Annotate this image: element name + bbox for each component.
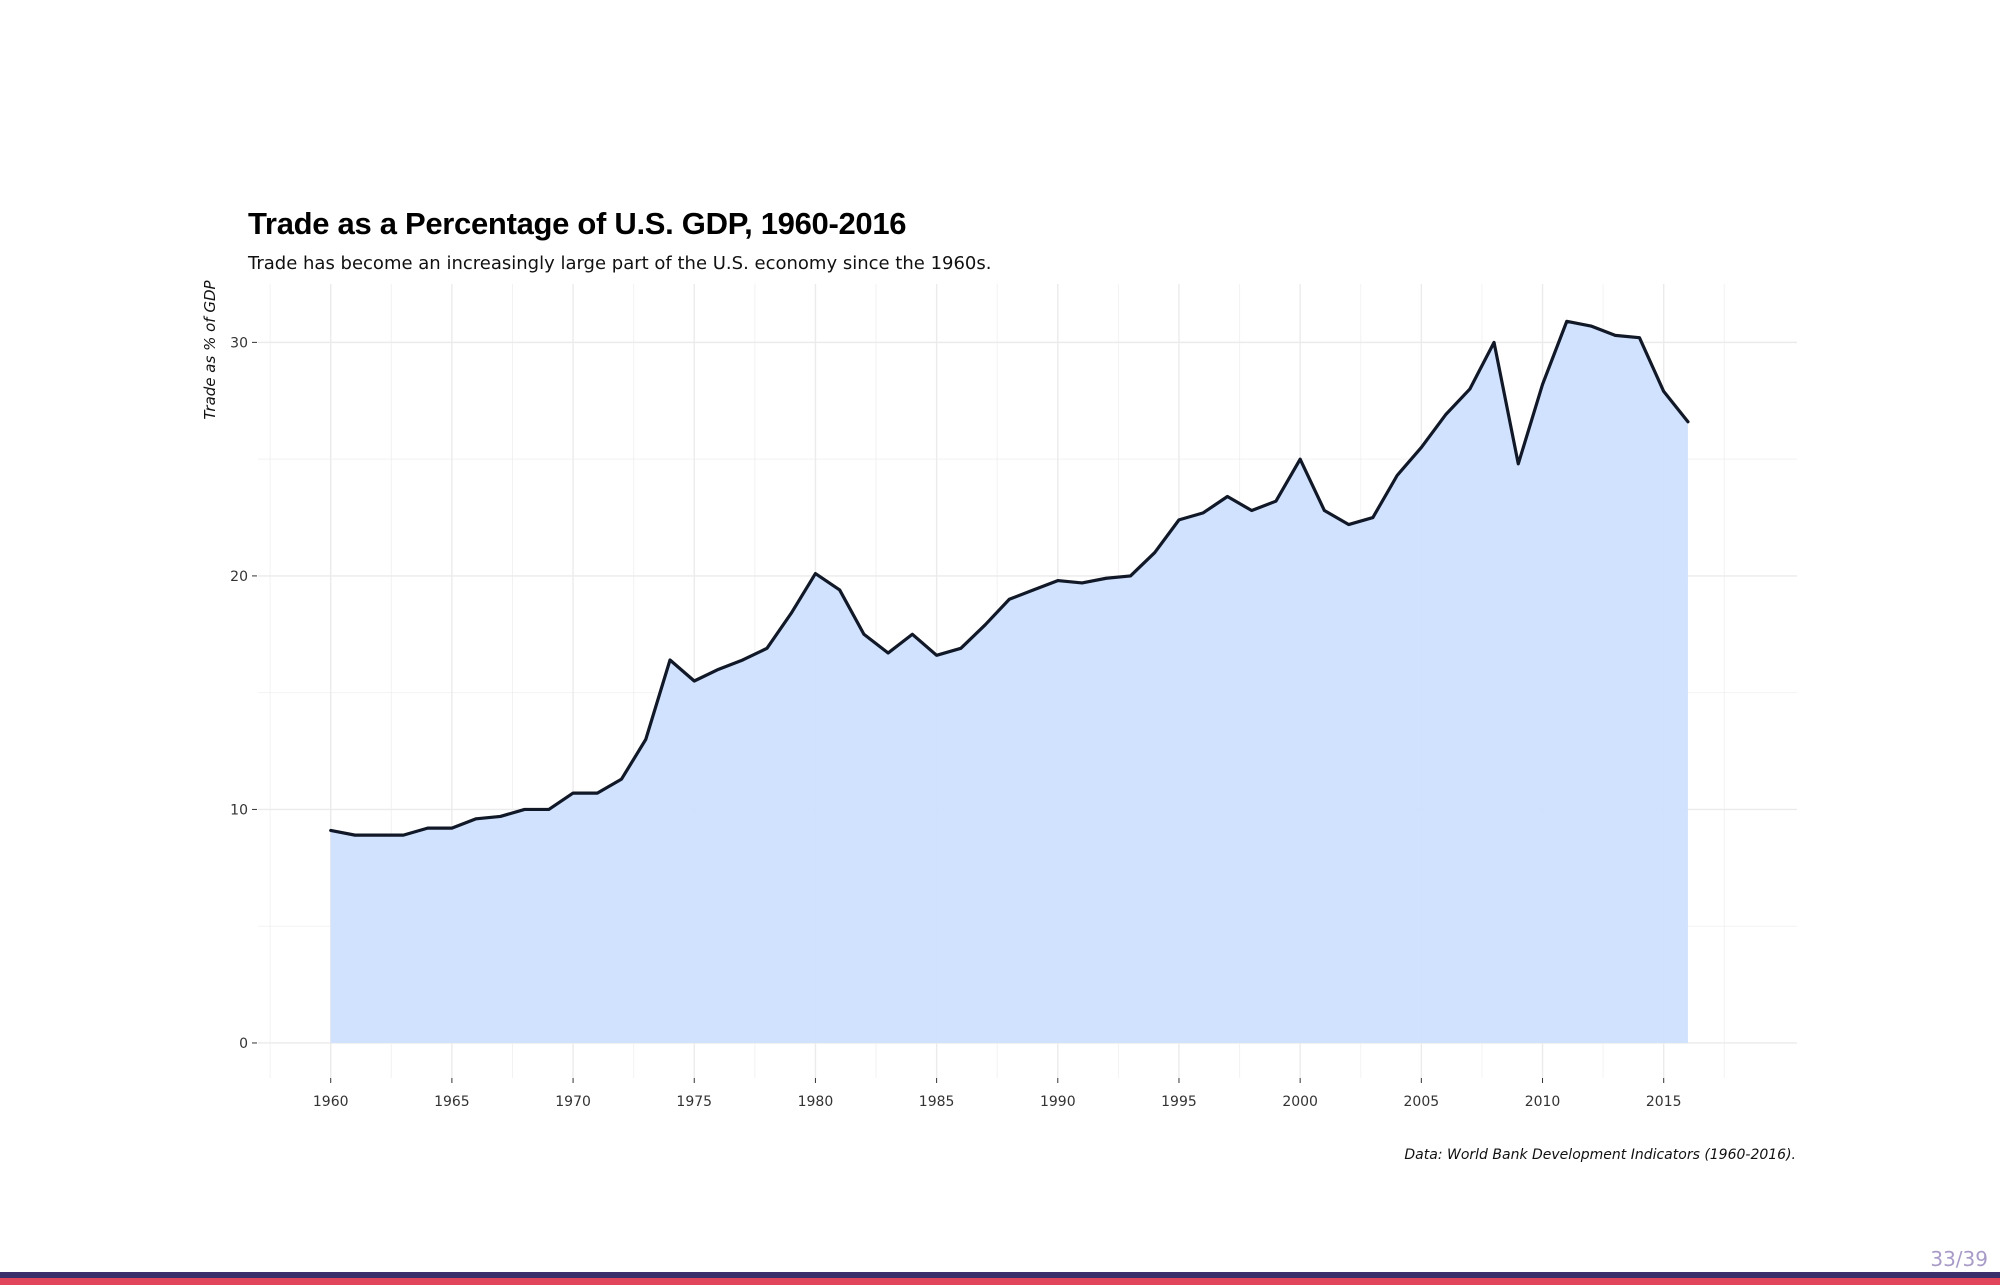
data-point [1347,523,1350,526]
area-layer [330,321,1688,1043]
data-point [450,826,454,830]
data-point [959,647,963,650]
x-tick-label: 1970 [555,1094,591,1110]
data-point [741,658,744,662]
data-point [717,668,720,671]
data-point [668,658,672,662]
data-point [644,738,647,741]
x-tick-label: 1980 [798,1094,834,1110]
data-point [1517,462,1520,466]
data-point [620,777,623,781]
data-point [1589,324,1593,328]
data-point [1056,579,1059,582]
data-point [1032,588,1035,592]
data-point [1177,518,1181,522]
data-point [1008,598,1011,601]
data-point [765,647,769,650]
data-point [377,833,381,837]
x-tick-label: 1990 [1040,1094,1076,1110]
data-point [911,633,914,636]
y-tick-label: 30 [230,335,248,351]
data-point [1080,581,1084,585]
data-point [596,791,599,795]
y-axis-title: Trade as % of GDP [201,279,219,419]
footer-accent-bar [0,1278,2000,1285]
y-tick-label: 20 [230,569,248,585]
data-point [474,817,478,820]
series-area [330,321,1688,1043]
data-point [571,791,575,795]
data-point [1468,387,1472,391]
x-tick-label: 1985 [919,1094,955,1110]
data-point [1444,413,1447,416]
y-tick-label: 0 [239,1036,248,1052]
data-point [862,633,866,636]
data-point [886,651,890,655]
x-tick-label: 1965 [434,1094,470,1110]
data-point [547,808,551,811]
data-point [1492,341,1496,344]
chart-subtitle: Trade has become an increasingly large p… [248,253,992,274]
data-point [1323,509,1326,512]
data-point [1202,511,1205,515]
data-point [1420,446,1423,449]
page-number: 33/39 [1930,1247,1988,1271]
x-tick-label: 2005 [1404,1094,1440,1110]
data-point [693,679,696,683]
data-point [499,815,502,818]
data-point [1250,509,1253,512]
data-point [789,612,793,615]
data-point [838,588,841,592]
data-point [1226,495,1229,498]
data-point [1541,383,1544,386]
x-tick-label: 1960 [313,1094,349,1110]
data-point [1395,474,1399,477]
chart-title: Trade as a Percentage of U.S. GDP, 1960-… [248,206,907,241]
chart-caption: Data: World Bank Development Indicators … [1404,1147,1796,1163]
data-point [523,808,526,811]
axes: 1960 1965 1970 1975 1980 1985 1990 1995 2000 2005… [230,335,1681,1110]
data-point [329,829,332,832]
data-point [1686,420,1690,423]
data-point [1298,457,1302,461]
data-point [1662,390,1665,393]
data-point [1371,516,1375,519]
x-tick-label: 1995 [1161,1094,1197,1110]
x-tick-label: 1975 [676,1094,712,1110]
data-point [1153,551,1156,554]
data-point [1614,334,1617,337]
data-point [1565,320,1568,323]
x-tick-label: 2000 [1282,1094,1318,1110]
x-tick-label: 2010 [1525,1094,1561,1110]
footer-bar [0,1272,2000,1278]
data-point [1274,499,1278,503]
data-point [426,826,429,830]
x-tick-label: 2015 [1646,1094,1682,1110]
line-layer [329,319,1690,837]
data-point [814,572,817,575]
data-point [1638,336,1641,339]
data-point [1105,577,1108,580]
data-point [983,623,987,627]
data-point [402,833,405,837]
data-point [1129,574,1132,578]
y-tick-label: 10 [230,802,248,818]
data-point [935,654,938,657]
data-point [353,833,357,837]
